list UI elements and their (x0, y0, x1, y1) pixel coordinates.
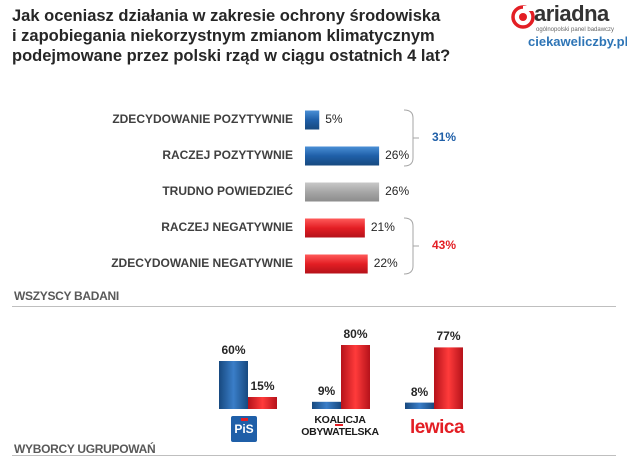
party-value-1-1: 80% (343, 327, 368, 341)
overall-bar-4 (305, 254, 368, 274)
question-line-3: podejmowane przez polski rząd w ciągu os… (12, 47, 451, 65)
overall-value-0: 5% (325, 112, 343, 126)
section-divider (12, 306, 616, 307)
ariadna-logo: ariadna ogólnopolski panel badawczy ciek… (508, 1, 627, 50)
question-title: Jak oceniasz działania w zakresie ochron… (12, 6, 482, 66)
overall-value-1: 26% (385, 148, 410, 162)
ko-logo-line-1: KOALICJA (314, 414, 366, 426)
overall-bar-1 (305, 146, 380, 166)
overall-value-3: 21% (370, 220, 395, 234)
overall-category-0: ZDECYDOWANIE POZYTYWNIE (112, 112, 293, 126)
party-bar-2-0 (405, 402, 434, 409)
question-line-1: Jak oceniasz działania w zakresie ochron… (12, 7, 441, 25)
party-value-1-0: 9% (317, 383, 336, 398)
pis-logo: PiS (231, 416, 257, 442)
overall-bar-0 (305, 110, 320, 130)
party-bar-0-1 (248, 397, 277, 409)
overall-value-4: 22% (373, 256, 398, 270)
pis-logo-text: PiS (234, 422, 254, 436)
overall-category-3: RACZEJ NEGATYWNIE (161, 220, 293, 234)
party-value-0-0: 60% (221, 343, 246, 357)
ko-logo-line-2: OBYWATELSKA (301, 426, 379, 438)
group-total-1: 43% (432, 238, 457, 252)
pis-logo-mark (241, 418, 248, 421)
overall-value-2: 26% (385, 184, 410, 198)
section-label-overall: WSZYSCY BADANI (14, 289, 119, 303)
ariadna-swirl-icon (511, 5, 535, 29)
party-bar-1-0 (312, 401, 341, 409)
party-bar-2-1 (434, 347, 463, 409)
overall-category-2: TRUDNO POWIEDZIEĆ (162, 184, 293, 198)
party-value-0-1: 15% (250, 379, 275, 393)
overall-bar-2 (305, 182, 380, 202)
ko-logo: KOALICJA OBYWATELSKA (300, 414, 380, 438)
party-bar-0-0 (219, 361, 248, 409)
overall-category-4: ZDECYDOWANIE NEGATYWNIE (111, 256, 293, 270)
brand-tagline: ogólnopolski panel badawczy (536, 27, 615, 33)
lewica-logo: lewica (409, 417, 465, 438)
party-value-2-0: 8% (410, 384, 429, 399)
question-line-2: i zapobiegania niekorzystnym zmianom kli… (12, 27, 435, 45)
brand-site: ciekaweliczby.pl (528, 34, 627, 49)
party-bar-1-1 (341, 345, 370, 409)
party-value-2-1: 77% (436, 329, 461, 344)
group-total-0: 31% (432, 130, 457, 144)
section-label-parties: WYBORCY UGRUPOWAŃ (14, 442, 156, 456)
overall-bar-3 (305, 218, 365, 238)
ko-logo-accent (335, 424, 343, 426)
overall-category-1: RACZEJ POZYTYWNIE (162, 148, 293, 162)
bottom-divider (12, 455, 616, 456)
brand-name: ariadna (534, 1, 609, 26)
